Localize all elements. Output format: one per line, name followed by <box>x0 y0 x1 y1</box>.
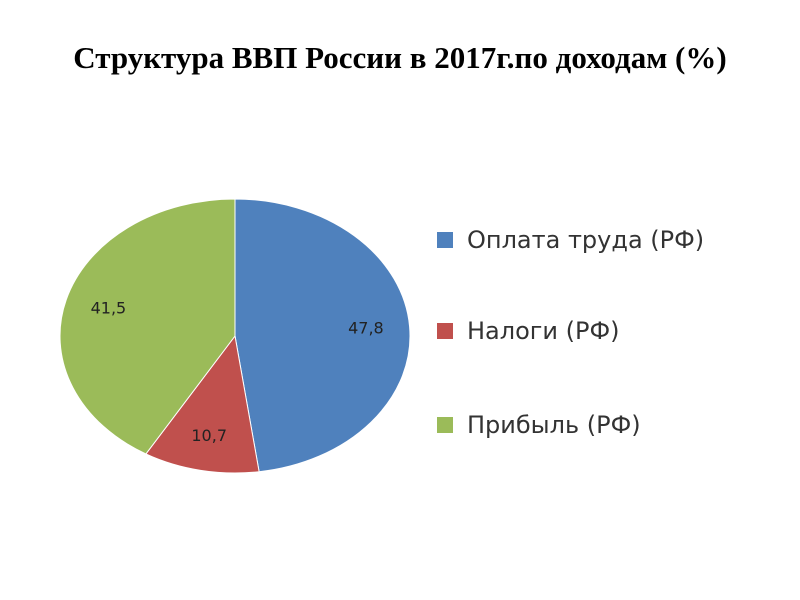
pie-slice <box>59 198 236 455</box>
chart-title: Структура ВВП России в 2017г.по доходам … <box>73 40 727 75</box>
legend-item: Прибыль (РФ) <box>437 407 717 443</box>
legend-label: Прибыль (РФ) <box>467 411 641 439</box>
data-label: 47,8 <box>348 318 384 337</box>
legend-label: Налоги (РФ) <box>467 317 620 345</box>
data-label: 10,7 <box>191 426 227 445</box>
legend-item: Оплата труда (РФ) <box>437 222 717 258</box>
legend-swatch <box>437 417 453 433</box>
legend-swatch <box>437 323 453 339</box>
legend-item: Налоги (РФ) <box>437 313 717 349</box>
legend-swatch <box>437 232 453 248</box>
data-label: 41,5 <box>91 298 127 317</box>
legend-label: Оплата труда (РФ) <box>467 226 705 254</box>
pie-slice <box>145 334 260 474</box>
pie-slice <box>234 198 411 473</box>
